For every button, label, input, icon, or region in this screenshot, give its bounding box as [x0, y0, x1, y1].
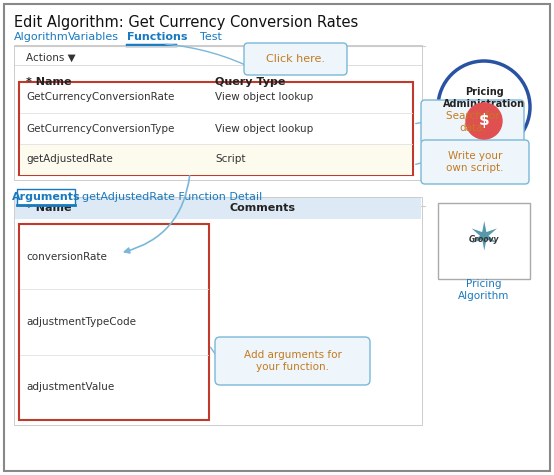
- Text: Script: Script: [215, 154, 245, 164]
- Text: ✶: ✶: [468, 220, 500, 258]
- FancyBboxPatch shape: [421, 140, 529, 184]
- Text: Click here.: Click here.: [266, 54, 325, 64]
- Text: Comments: Comments: [230, 203, 296, 213]
- Text: Arguments: Arguments: [12, 192, 80, 202]
- Text: Add arguments for
your function.: Add arguments for your function.: [244, 350, 341, 372]
- Text: Actions ▼: Actions ▼: [26, 53, 76, 63]
- FancyBboxPatch shape: [17, 189, 75, 205]
- FancyBboxPatch shape: [19, 82, 413, 175]
- Text: View object lookup: View object lookup: [215, 93, 313, 103]
- FancyBboxPatch shape: [14, 197, 422, 425]
- FancyBboxPatch shape: [421, 100, 524, 144]
- Text: Search for
data.: Search for data.: [445, 111, 499, 133]
- Text: View object lookup: View object lookup: [215, 124, 313, 133]
- Text: conversionRate: conversionRate: [26, 252, 107, 262]
- Text: getAdjustedRate: getAdjustedRate: [26, 154, 113, 164]
- FancyBboxPatch shape: [19, 224, 209, 420]
- Text: Pricing
Administration: Pricing Administration: [443, 87, 525, 109]
- FancyBboxPatch shape: [4, 4, 550, 471]
- Circle shape: [439, 62, 529, 152]
- FancyBboxPatch shape: [15, 198, 421, 219]
- Text: Functions: Functions: [127, 32, 187, 42]
- Text: getAdjustedRate Function Detail: getAdjustedRate Function Detail: [82, 192, 262, 202]
- Text: Test: Test: [200, 32, 222, 42]
- Text: Write your
own script.: Write your own script.: [447, 151, 504, 173]
- FancyBboxPatch shape: [14, 45, 422, 180]
- Text: Groovy: Groovy: [469, 235, 499, 244]
- Text: * Name: * Name: [26, 203, 71, 213]
- Circle shape: [466, 103, 502, 139]
- FancyBboxPatch shape: [244, 43, 347, 75]
- FancyBboxPatch shape: [215, 337, 370, 385]
- Text: Pricing
Algorithm: Pricing Algorithm: [458, 279, 510, 302]
- Text: Edit Algorithm: Get Currency Conversion Rates: Edit Algorithm: Get Currency Conversion …: [14, 15, 358, 30]
- FancyBboxPatch shape: [20, 144, 412, 174]
- Text: * Name: * Name: [26, 77, 71, 87]
- FancyBboxPatch shape: [438, 203, 530, 279]
- Text: Algorithm: Algorithm: [14, 32, 69, 42]
- Text: Query Type: Query Type: [215, 77, 285, 87]
- Text: adjustmentValue: adjustmentValue: [26, 382, 114, 392]
- Text: Variables: Variables: [68, 32, 119, 42]
- Text: GetCurrencyConversionRate: GetCurrencyConversionRate: [26, 93, 175, 103]
- Text: adjustmentTypeCode: adjustmentTypeCode: [26, 317, 136, 327]
- Text: $: $: [479, 114, 489, 129]
- Text: GetCurrencyConversionType: GetCurrencyConversionType: [26, 124, 175, 133]
